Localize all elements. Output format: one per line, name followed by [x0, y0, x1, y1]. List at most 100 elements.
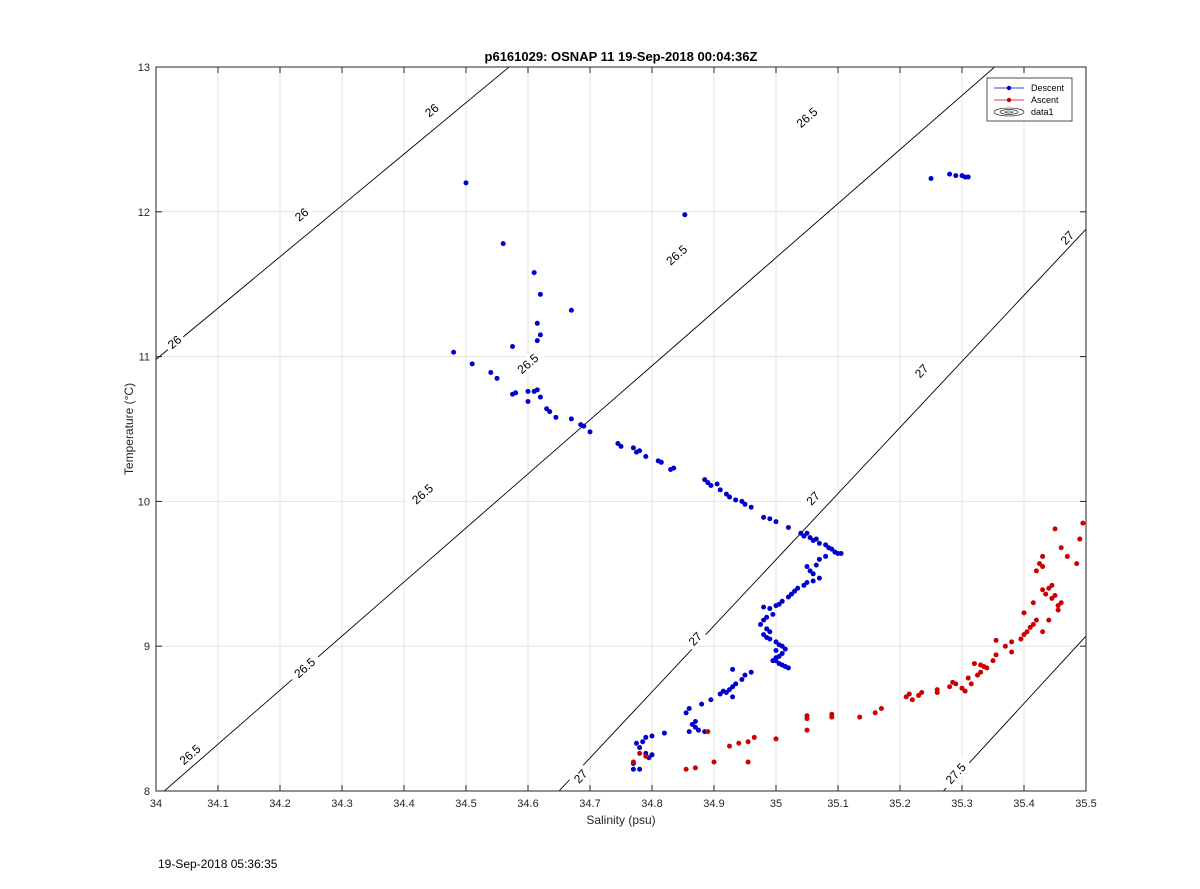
ascent-point — [804, 727, 810, 733]
descent-point — [525, 388, 531, 394]
ascent-point — [1058, 600, 1064, 606]
x-tick-label: 35.3 — [951, 798, 972, 810]
x-tick-label: 34.3 — [331, 798, 352, 810]
descent-point — [785, 594, 791, 600]
ascent-point — [773, 736, 779, 742]
ascent-point — [1030, 600, 1036, 606]
descent-point — [587, 429, 593, 435]
y-tick-label: 8 — [144, 786, 150, 798]
descent-point — [773, 648, 779, 654]
descent-point — [770, 658, 776, 664]
contour-label-background — [801, 486, 826, 511]
descent-point — [813, 536, 819, 542]
ascent-point — [990, 658, 996, 664]
descent-point — [739, 677, 745, 683]
y-tick-label: 13 — [138, 62, 150, 74]
descent-point — [525, 398, 531, 404]
ascent-point — [745, 739, 751, 745]
ascent-point — [1043, 591, 1049, 597]
ascent-point — [919, 690, 925, 696]
descent-point — [727, 494, 732, 500]
ascent-point — [857, 714, 863, 720]
ascent-point — [630, 759, 636, 765]
descent-point — [804, 530, 810, 536]
descent-point — [534, 320, 540, 326]
ascent-point — [1024, 629, 1030, 635]
ascent-point — [1077, 536, 1083, 542]
descent-point — [671, 465, 677, 471]
contour-line — [558, 228, 1086, 791]
descent-point — [761, 604, 767, 610]
descent-point — [510, 343, 515, 349]
descent-point — [513, 390, 519, 396]
descent-point — [649, 733, 655, 739]
legend-descent-marker — [1006, 85, 1012, 91]
ascent-point — [1074, 561, 1080, 567]
descent-point — [816, 575, 822, 581]
descent-point — [488, 370, 494, 376]
x-tick-label: 35.2 — [889, 798, 910, 810]
descent-point — [581, 423, 587, 429]
contour-label-background — [162, 330, 187, 354]
x-axis-label: Salinity (psu) — [586, 813, 655, 827]
ascent-point — [711, 759, 717, 765]
descent-point — [534, 387, 540, 393]
x-tick-label: 34.6 — [517, 798, 538, 810]
descent-point — [547, 409, 553, 415]
ascent-point — [906, 691, 912, 697]
descent-point — [637, 448, 643, 454]
ascent-point — [971, 661, 977, 667]
x-axis-ticks: 34 34.1 34.2 34.3 34.4 34.5 34.6 34.7 34.8 34.9 35… — [150, 67, 1097, 810]
ascent-point — [1033, 617, 1039, 623]
ascent-point — [751, 734, 757, 740]
descent-point — [686, 705, 692, 711]
ascent-point — [829, 714, 835, 720]
descent-point — [816, 556, 822, 562]
descent-point — [953, 173, 959, 179]
descent-point — [686, 729, 692, 735]
descent-point — [699, 701, 705, 707]
contour-label-background — [172, 738, 208, 772]
descent-point — [661, 730, 667, 736]
ascent-point — [978, 669, 984, 675]
x-tick-label: 34.7 — [579, 798, 600, 810]
data-points — [451, 171, 1086, 772]
ascent-point — [1002, 643, 1008, 649]
ascent-point — [1021, 610, 1027, 616]
descent-point — [742, 501, 748, 507]
ascent-point — [692, 765, 698, 771]
ascent-point — [947, 684, 953, 690]
descent-point — [767, 629, 773, 635]
descent-point — [730, 694, 736, 700]
descent-point — [748, 669, 754, 675]
x-tick-label: 34.1 — [207, 798, 228, 810]
descent-point — [767, 606, 773, 612]
ascent-point — [872, 710, 878, 716]
x-tick-label: 34.8 — [641, 798, 662, 810]
ascent-point — [1040, 629, 1046, 635]
ascent-point — [878, 705, 884, 711]
ascent-point — [993, 652, 999, 658]
x-tick-label: 35.1 — [827, 798, 848, 810]
ascent-point — [727, 743, 732, 749]
descent-point — [717, 691, 723, 697]
descent-point — [785, 665, 791, 671]
descent-point — [782, 646, 788, 652]
descent-point — [682, 212, 688, 218]
x-tick-label: 34.5 — [455, 798, 476, 810]
descent-point — [696, 727, 701, 733]
contour-label-background — [683, 626, 708, 652]
descent-point — [658, 459, 664, 465]
descent-point — [947, 171, 953, 177]
x-tick-label: 34.2 — [269, 798, 290, 810]
descent-point — [773, 603, 779, 609]
ascent-point — [1033, 568, 1039, 574]
descent-point — [618, 443, 624, 449]
y-axis-ticks: 8 9 10 11 12 13 — [138, 62, 1086, 798]
ascent-point — [736, 740, 742, 746]
footer-timestamp: 19-Sep-2018 05:36:35 — [158, 857, 278, 871]
ascent-point — [993, 637, 999, 643]
descent-point — [708, 482, 714, 488]
descent-point — [708, 697, 714, 703]
